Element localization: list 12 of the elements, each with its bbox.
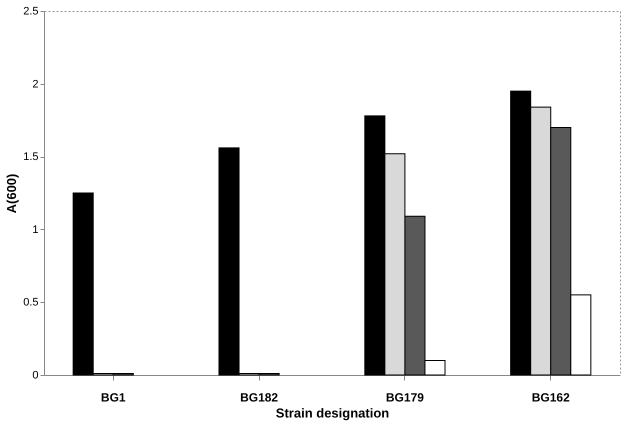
y-tick-label: 0.5 [23, 296, 38, 309]
y-tick-label: 0 [32, 370, 38, 382]
y-tick-label: 2.5 [23, 6, 38, 18]
x-tick-label: BG182 [240, 390, 278, 404]
x-tick-label: BG162 [532, 390, 570, 404]
x-tick-label: BG1 [100, 390, 126, 404]
x-tick-label: BG179 [386, 390, 424, 404]
y-tick-label: 1 [32, 224, 38, 236]
y-axis-title: A(600) [4, 174, 20, 214]
y-tick-label: 2 [32, 78, 38, 90]
x-axis-title: Strain designation [276, 406, 390, 420]
y-tick-label: 1.5 [23, 151, 38, 164]
